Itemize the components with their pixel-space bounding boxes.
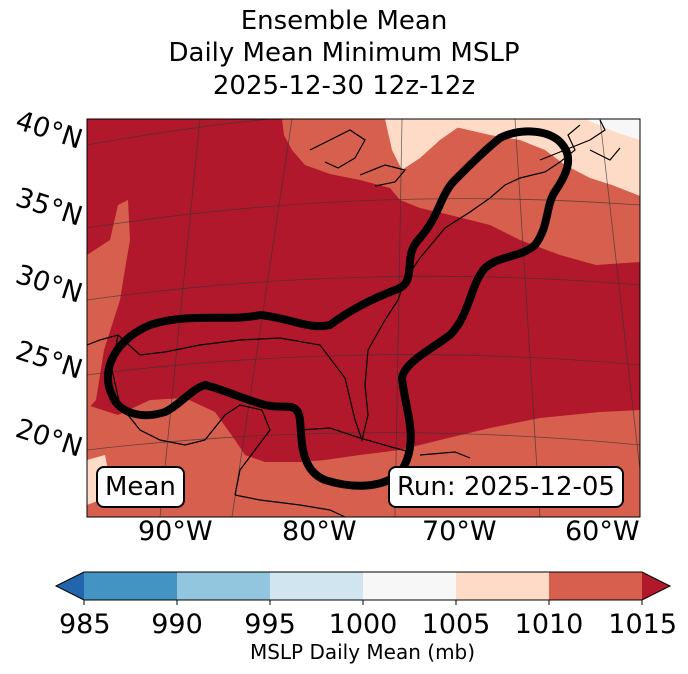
lon-label-60w: 60°W [565,516,640,547]
lat-label-35n: 35°N [12,182,86,233]
colorbar-ticks: 985 990 995 1000 1005 1010 1015 [59,600,677,640]
coastlines [87,119,621,517]
title-line-1: Ensemble Mean [240,6,448,36]
lat-label-20n: 20°N [12,413,86,464]
colorbar-tick-label-985: 985 [59,609,111,640]
latitude-line-40n [87,119,276,146]
title-line-2: Daily Mean Minimum MSLP [168,38,520,68]
colorbar-tick-label-1005: 1005 [422,609,491,640]
latitude-line-20n [87,432,640,451]
lon-label-70w: 70°W [422,516,497,547]
lat-label-25n: 25°N [12,335,86,386]
coastline-yucatan [204,404,271,496]
map-area [87,119,640,517]
colorbar-extend-high [642,572,670,600]
map-frame [86,118,641,518]
colorbar-bin-995-1000 [270,572,364,600]
colorbar-label: MSLP Daily Mean (mb) [249,640,476,664]
colorbar-tick-label-1010: 1010 [515,609,584,640]
colorbar-bins [56,572,670,600]
map-figure: 40°N 35°N 30°N 25°N 20°N 90°W 80°W 70°W … [12,105,641,547]
colorbar-tick-label-995: 995 [244,609,296,640]
pressure-region-light-north [385,119,470,170]
lat-label-30n: 30°N [12,259,86,310]
coastline-maritimes [539,119,606,161]
colorbar-bin-1005-1010 [456,572,550,600]
colorbar-tick-label-990: 990 [151,609,203,640]
longitude-line-70w [394,119,403,517]
lat-label-40n: 40°N [12,105,86,156]
colorbar-extend-low [56,572,84,600]
colorbar-bin-985-990 [84,572,178,600]
coastline-central-america [234,494,346,517]
colorbar-bin-990-995 [177,572,271,600]
colorbar: 985 990 995 1000 1005 1010 1015 [54,571,677,640]
coastline-great-lakes-east [359,164,407,187]
lon-label-90w: 90°W [138,516,213,547]
pressure-region-light-northeast [390,119,640,196]
colorbar-tick-label-1015: 1015 [608,609,677,640]
coastline-nova-scotia [589,147,621,161]
colorbar-tick-label-1000: 1000 [329,609,398,640]
latitude-line-25n [87,354,640,376]
pressure-region-lowest-corner [585,119,640,140]
latitude-line-30n [87,275,640,301]
latitude-line-35n [87,198,640,229]
coastline-us-gulf-atlantic [87,124,581,443]
lon-label-80w: 80°W [282,516,357,547]
colorbar-bin-1010-1015 [549,572,643,600]
title-line-3: 2025-12-30 12z-12z [212,71,476,101]
mean-badge: Mean [96,466,185,508]
coastline-cuba [299,427,411,453]
coastline-great-lakes-west [309,129,366,169]
run-date-badge: Run: 2025-12-05 [388,466,624,508]
longitude-line-55w [599,119,640,471]
colorbar-bin-1000-1005 [363,572,457,600]
ensemble-contour [103,127,573,490]
coastline-hispaniola [419,451,471,459]
longitude-line-60w [514,119,541,517]
pressure-region-moderate-west [87,200,130,410]
